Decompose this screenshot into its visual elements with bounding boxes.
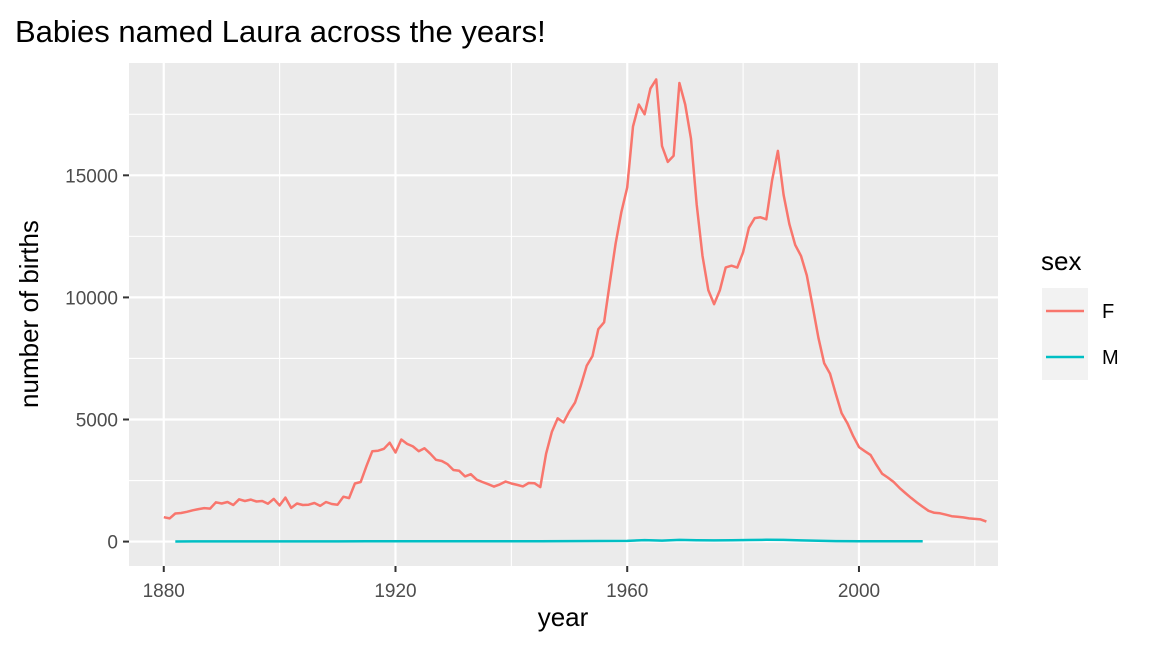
x-tick-label: 1920 <box>374 581 416 602</box>
x-tick-label: 1960 <box>606 581 648 602</box>
x-tick-label: 2000 <box>838 581 880 602</box>
y-axis: 0 5000 10000 15000 <box>65 166 129 554</box>
minor-gridlines <box>129 63 998 566</box>
legend: sex F M <box>1041 246 1119 380</box>
series-line-m <box>175 538 923 543</box>
x-axis-title: year <box>538 602 589 632</box>
legend-title: sex <box>1041 246 1081 276</box>
y-tick-label: 5000 <box>76 410 118 431</box>
legend-label-m: M <box>1102 347 1119 369</box>
chart-title: Babies named Laura across the years! <box>15 14 546 49</box>
y-tick-label: 15000 <box>65 166 118 187</box>
y-tick-label: 10000 <box>65 288 118 309</box>
series-line-f <box>163 78 987 523</box>
y-tick-label: 0 <box>107 533 118 554</box>
x-tick-label: 1880 <box>143 581 185 602</box>
legend-label-f: F <box>1102 301 1114 323</box>
plot-panel <box>129 63 998 566</box>
series-layer <box>163 78 987 543</box>
y-axis-title: number of births <box>14 220 44 408</box>
x-axis: 1880 1920 1960 2000 <box>143 566 880 602</box>
